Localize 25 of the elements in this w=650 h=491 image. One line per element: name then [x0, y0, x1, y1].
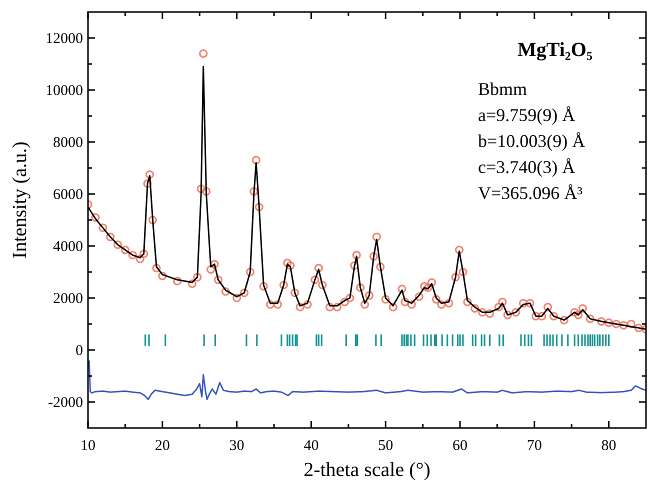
- x-tick-label: 60: [452, 438, 468, 454]
- annotation: V=365.096 Å³: [478, 183, 584, 203]
- y-tick-label: 2000: [53, 291, 83, 307]
- x-tick-label: 10: [80, 438, 96, 454]
- x-tick-label: 50: [378, 438, 394, 454]
- x-tick-label: 20: [154, 438, 170, 454]
- y-tick-label: -2000: [48, 395, 83, 411]
- y-tick-label: 6000: [53, 187, 83, 203]
- x-tick-label: 80: [601, 438, 616, 454]
- x-tick-label: 70: [526, 438, 542, 454]
- y-axis-title: Intensity (a.u.): [9, 141, 31, 259]
- y-tick-label: 12000: [46, 31, 83, 47]
- annotation: a=9.759(9) Å: [478, 105, 576, 125]
- text: MgTi₂O₅: [518, 39, 592, 61]
- annotation: Bbmm: [478, 79, 528, 99]
- y-tick-label: 4000: [53, 239, 83, 255]
- annotation: b=10.003(9) Å: [478, 131, 586, 151]
- y-tick-label: 10000: [46, 83, 83, 99]
- x-tick-label: 40: [304, 438, 319, 454]
- x-axis-title: 2-theta scale (°): [304, 459, 430, 481]
- y-tick-label: 0: [76, 343, 83, 359]
- x-tick-label: 30: [229, 438, 244, 454]
- y-tick-label: 8000: [53, 135, 83, 151]
- line-series: [88, 360, 646, 400]
- annotation: c=3.740(3) Å: [478, 157, 576, 177]
